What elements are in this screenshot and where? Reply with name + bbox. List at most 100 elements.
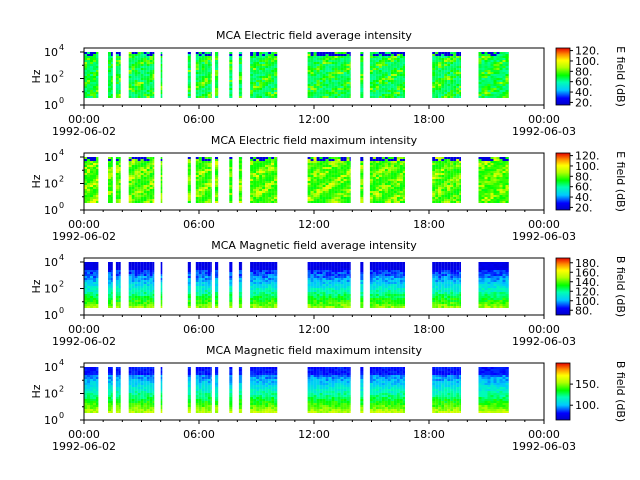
data-block <box>187 367 191 413</box>
panel-title: MCA Electric field average intensity <box>216 29 412 42</box>
y-tick-exponent: 4 <box>59 253 64 262</box>
y-tick-label: 10 <box>44 46 58 59</box>
data-block <box>128 157 155 203</box>
y-tick-exponent: 0 <box>59 411 64 420</box>
data-block <box>187 52 191 98</box>
x-tick-label: 18:00 <box>413 218 445 231</box>
x-tick-label: 00:00 <box>528 218 560 231</box>
panel-title: MCA Magnetic field maximum intensity <box>206 344 422 357</box>
colorbar-label: B field (dB) <box>614 256 627 317</box>
colorbar-tick-label: 100. <box>575 55 600 68</box>
colorbar-tick-label: 180. <box>575 257 600 270</box>
x-date-start: 1992-06-02 <box>52 230 116 243</box>
x-tick-label: 06:00 <box>183 323 215 336</box>
data-block <box>478 157 509 203</box>
colorbar-tick-label: 160. <box>575 266 600 279</box>
data-block <box>215 157 219 203</box>
data-block <box>229 367 233 413</box>
x-date-start: 1992-06-02 <box>52 440 116 453</box>
colorbar <box>555 152 571 211</box>
y-tick-label: 10 <box>44 309 58 322</box>
data-block <box>238 52 243 98</box>
data-block <box>84 52 99 98</box>
data-block <box>128 262 155 308</box>
colorbar-tick-label: 140. <box>575 276 600 289</box>
y-tick-exponent: 0 <box>59 201 64 210</box>
colorbar-tick-label: 120. <box>575 45 600 58</box>
panel-2: MCA Electric field maximum intensity Hz10… <box>30 134 627 243</box>
x-tick-label: 00:00 <box>528 428 560 441</box>
x-tick-label: 12:00 <box>298 113 330 126</box>
x-tick-label: 00:00 <box>68 428 100 441</box>
data-block <box>238 262 243 308</box>
data-block <box>215 367 219 413</box>
data-block <box>115 262 121 308</box>
data-block <box>195 262 212 308</box>
data-block <box>187 262 191 308</box>
x-tick-label: 18:00 <box>413 113 445 126</box>
colorbar-tick-label: 150. <box>575 378 600 391</box>
data-block <box>195 367 212 413</box>
colorbar-tick-label: 120. <box>575 285 600 298</box>
data-block <box>307 367 351 413</box>
x-date-end: 1992-06-03 <box>512 230 576 243</box>
y-tick-exponent: 2 <box>59 69 64 78</box>
data-block <box>369 52 405 98</box>
colorbar <box>555 47 571 106</box>
y-tick-label: 10 <box>44 151 58 164</box>
y-axis-label: Hz <box>30 174 43 188</box>
y-tick-label: 10 <box>44 177 58 190</box>
x-tick-label: 00:00 <box>68 323 100 336</box>
data-block <box>307 157 351 203</box>
data-block <box>160 262 163 308</box>
x-tick-label: 18:00 <box>413 428 445 441</box>
panel-4: MCA Magnetic field maximum intensity Hz 10… <box>30 344 627 453</box>
x-tick-label: 06:00 <box>183 113 215 126</box>
x-date-start: 1992-06-02 <box>52 125 116 138</box>
data-block <box>160 52 163 98</box>
data-block <box>478 52 509 98</box>
x-tick-label: 00:00 <box>528 113 560 126</box>
colorbar <box>555 257 571 316</box>
data-block <box>250 52 278 98</box>
data-block <box>108 262 113 308</box>
x-tick-label: 06:00 <box>183 218 215 231</box>
colorbar <box>555 362 571 421</box>
data-block <box>128 367 155 413</box>
data-block <box>478 262 509 308</box>
y-tick-exponent: 4 <box>59 358 64 367</box>
data-block <box>238 157 243 203</box>
x-date-start: 1992-06-02 <box>52 335 116 348</box>
data-block <box>84 367 99 413</box>
data-block <box>229 157 233 203</box>
x-tick-label: 18:00 <box>413 323 445 336</box>
x-tick-label: 00:00 <box>528 323 560 336</box>
data-block <box>250 367 278 413</box>
y-tick-exponent: 2 <box>59 384 64 393</box>
x-date-end: 1992-06-03 <box>512 440 576 453</box>
y-axis-label: Hz <box>30 69 43 83</box>
data-block <box>215 52 219 98</box>
data-block <box>369 262 405 308</box>
data-block <box>195 52 212 98</box>
y-tick-label: 10 <box>44 282 58 295</box>
colorbar-tick-label: 60. <box>575 181 593 194</box>
panel-title: MCA Electric field maximum intensity <box>211 134 418 147</box>
data-block <box>215 262 219 308</box>
colorbar-tick-label: 40. <box>575 191 593 204</box>
colorbar-label: B field (dB) <box>614 361 627 422</box>
x-date-end: 1992-06-03 <box>512 125 576 138</box>
colorbar-tick-label: 80. <box>575 170 593 183</box>
data-block <box>432 262 461 308</box>
data-block <box>108 52 113 98</box>
colorbar-tick-label: 100. <box>575 399 600 412</box>
data-block <box>369 367 405 413</box>
data-block <box>195 157 212 203</box>
x-tick-label: 12:00 <box>298 218 330 231</box>
x-tick-label: 12:00 <box>298 323 330 336</box>
colorbar-tick-label: 100. <box>575 295 600 308</box>
data-block <box>307 52 351 98</box>
y-axis-label: Hz <box>30 384 43 398</box>
y-tick-exponent: 0 <box>59 96 64 105</box>
y-tick-exponent: 2 <box>59 279 64 288</box>
